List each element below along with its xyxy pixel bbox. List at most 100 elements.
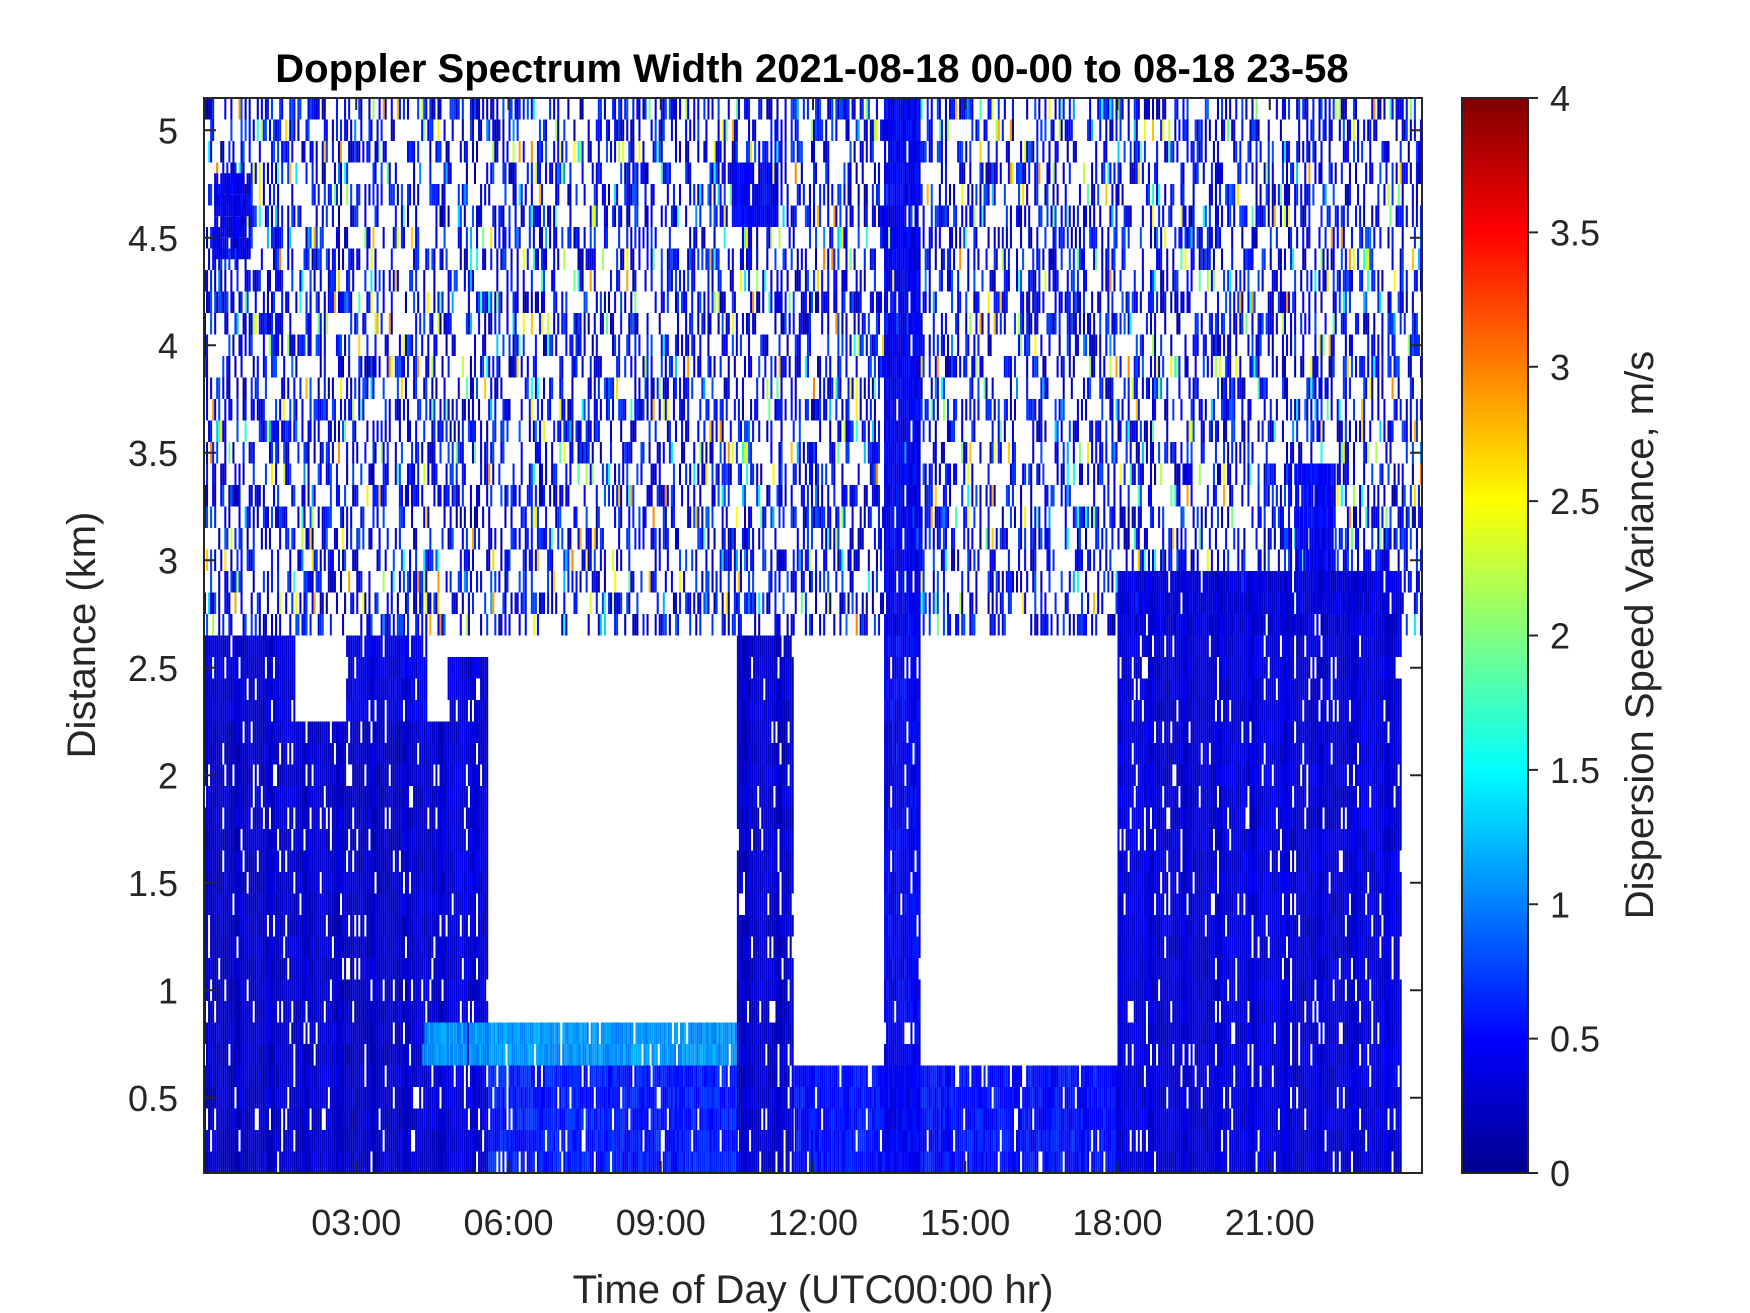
heatmap-cell [827,291,830,313]
heatmap-cell [465,377,468,399]
heatmap-cell [508,334,511,356]
heatmap-cell [1346,442,1349,464]
heatmap-cell [486,442,489,464]
heatmap-cell [407,356,410,378]
heatmap-cell [674,270,677,292]
heatmap-cell [1005,571,1008,593]
heatmap-cell [1231,485,1234,507]
heatmap-cell [1251,506,1254,528]
heatmap-cell [1040,377,1043,399]
heatmap-cell [991,485,994,507]
heatmap-cell [835,506,838,528]
heatmap-cell [1216,334,1219,356]
heatmap-cell [246,506,249,528]
heatmap-cell [1277,248,1280,270]
heatmap-cell [683,270,686,292]
heatmap-cell [1030,506,1033,528]
heatmap-cell [494,614,497,636]
heatmap-cell [618,356,621,378]
heatmap-cell [644,377,647,399]
heatmap-cell [1062,227,1065,249]
heatmap-cell [589,205,592,227]
heatmap-cell [258,592,261,614]
heatmap-cell [1170,205,1173,227]
heatmap-cell [279,227,282,249]
heatmap-cell [407,399,410,421]
heatmap-cell [1149,356,1153,378]
heatmap-cell [1314,377,1317,399]
heatmap-cell [1257,377,1260,399]
heatmap-cell [335,485,338,507]
heatmap-cell [1216,313,1219,335]
heatmap-cell [480,463,483,485]
heatmap-cell [1371,334,1374,356]
heatmap-cell [942,528,945,550]
heatmap-cell [778,442,781,464]
heatmap-cell [713,205,716,227]
heatmap-cell [806,205,809,227]
heatmap-cell [1235,463,1238,485]
heatmap-cell [368,227,371,249]
heatmap-cell [224,592,227,614]
heatmap-cell [526,356,529,378]
heatmap-cell [547,592,550,614]
heatmap-cell [1097,528,1100,550]
heatmap-cell [906,313,909,335]
heatmap-cell [640,399,643,421]
heatmap-cell [953,356,956,378]
heatmap-cell [1223,442,1226,464]
heatmap-cell [944,549,947,571]
heatmap-cell [691,248,694,270]
heatmap-cell [961,399,964,421]
heatmap-cell [538,313,541,335]
heatmap-cell [1020,485,1023,507]
heatmap-cell [1064,205,1067,227]
heatmap-cell [1344,291,1347,313]
heatmap-cell [289,614,292,636]
heatmap-cell [808,205,811,227]
heatmap-cell [979,205,982,227]
heatmap-cell [869,334,872,356]
heatmap-cell [335,463,338,485]
heatmap-cell [1300,205,1303,227]
heatmap-cell [638,528,641,550]
heatmap-cell [782,356,785,378]
heatmap-cell [461,442,464,464]
heatmap-cell [642,614,645,636]
heatmap-cell [1099,442,1102,464]
heatmap-cell [258,420,261,442]
heatmap-cell [1135,528,1138,550]
heatmap-cell [325,399,328,421]
heatmap-cell [226,356,229,378]
heatmap-cell [1123,205,1126,227]
heatmap-cell [484,463,487,485]
heatmap-cell [989,614,992,636]
heatmap-cell [220,463,223,485]
heatmap-cell [238,291,241,313]
heatmap-cell [1180,291,1183,313]
heatmap-cell [1241,205,1244,227]
heatmap-cell [737,463,740,485]
heatmap-cell [642,528,645,550]
heatmap-cell [701,313,704,335]
heatmap-cell [307,227,310,249]
heatmap-cell [1013,442,1016,464]
heatmap-cell [571,420,574,442]
heatmap-cell [741,399,744,421]
heatmap-cell [407,334,410,356]
heatmap-cell [780,270,783,292]
heatmap-cell [752,592,755,614]
heatmap-cell [685,420,688,442]
heatmap-cell [553,420,556,442]
heatmap-cell [662,506,665,528]
heatmap-cell [650,571,653,593]
heatmap-cell [1300,356,1303,378]
heatmap-cell [553,248,556,270]
heatmap-cell [1346,506,1349,528]
heatmap-cell [896,313,899,335]
heatmap-cell [270,549,274,571]
heatmap-cell [603,549,606,571]
heatmap-cell [1304,313,1307,335]
heatmap-cell [561,227,564,249]
heatmap-cell [766,592,769,614]
